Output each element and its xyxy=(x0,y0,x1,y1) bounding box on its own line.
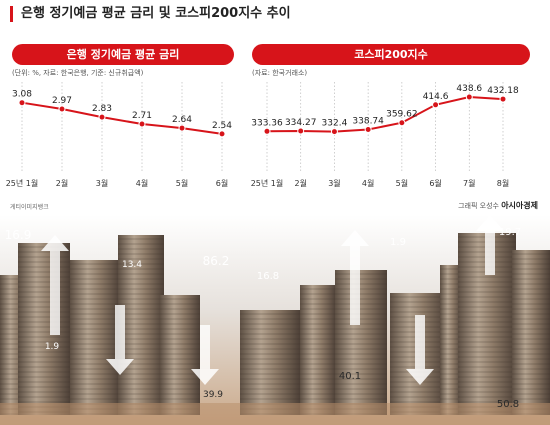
arrow-up-shaft xyxy=(350,246,360,325)
kospi-tick-label: 7월 xyxy=(463,178,475,188)
photo-overlay-number: 16.8 xyxy=(257,271,279,282)
photo-overlay-number: 40.1 xyxy=(339,371,361,382)
deposit-value-label: 2.71 xyxy=(132,111,152,121)
kospi-tick-label: 5월 xyxy=(396,178,408,188)
deposit-data-point xyxy=(218,130,226,138)
arrow-down-icon xyxy=(406,369,434,385)
deposit-data-point xyxy=(18,99,26,107)
arrow-up-icon xyxy=(341,230,369,246)
deposit-value-label: 2.97 xyxy=(52,96,72,106)
deposit-value-label: 2.64 xyxy=(172,115,192,125)
kospi-data-point xyxy=(263,127,271,135)
chart-title-kospi: 코스피200지수 xyxy=(252,44,530,65)
photo-overlay-number: 86.2 xyxy=(203,254,230,268)
deposit-value-label: 2.83 xyxy=(92,104,112,114)
coin-stack-icon xyxy=(440,265,462,415)
deposit-data-point xyxy=(58,105,66,113)
arrow-down-shaft xyxy=(115,305,125,359)
kospi-tick-label: 2월 xyxy=(294,178,306,188)
coin-stack-icon xyxy=(335,270,387,415)
table-surface xyxy=(0,403,550,425)
chart-note-kospi: (자료: 한국거래소) xyxy=(252,69,308,77)
photo-overlay-number: 1.9 xyxy=(390,237,406,248)
arrow-up-icon xyxy=(476,215,504,231)
photo-overlay-number: 50.8 xyxy=(497,399,519,410)
kospi-data-point xyxy=(330,128,338,136)
deposit-value-label: 3.08 xyxy=(12,90,32,100)
deposit-data-point xyxy=(98,113,106,121)
deposit-data-point xyxy=(138,120,146,128)
deposit-tick-label: 5월 xyxy=(176,178,188,188)
coin-stack-photo: 16.9 13.4 86.2 16.8 1.9 19.7 1.9 39.9 40.1 50.8 xyxy=(0,215,550,425)
kospi-value-label: 414.6 xyxy=(423,92,449,102)
arrow-down-icon xyxy=(106,359,134,375)
photo-credit: 게티이미지뱅크 xyxy=(10,204,49,211)
photo-overlay-number: 19.7 xyxy=(499,227,521,238)
coin-stack-icon xyxy=(118,235,164,415)
coin-stack-icon xyxy=(70,260,120,415)
photo-overlay-number: 13.4 xyxy=(122,260,142,270)
kospi-tick-label: 4월 xyxy=(362,178,374,188)
photo-overlay-number: 16.9 xyxy=(5,228,32,242)
graphic-author: 그래픽 오성수 xyxy=(458,202,499,210)
arrow-up-shaft xyxy=(50,251,60,335)
kospi-data-point xyxy=(432,101,440,109)
deposit-tick-label: 4월 xyxy=(136,178,148,188)
arrow-down-shaft xyxy=(415,315,425,369)
deposit-series-line xyxy=(21,101,223,135)
kospi-data-point xyxy=(297,127,305,135)
arrow-down-shaft xyxy=(200,325,210,369)
kospi-value-label: 432.18 xyxy=(487,86,519,96)
deposit-tick-label: 25년 1월 xyxy=(6,178,39,188)
photo-overlay-number: 39.9 xyxy=(203,390,223,400)
page-title: 은행 정기예금 평균 금리 및 코스피200지수 추이 xyxy=(10,6,291,22)
kospi-tick-label: 8월 xyxy=(497,178,509,188)
chart-note-deposit: (단위: %, 자료: 한국은행, 기준: 신규취급액) xyxy=(12,69,144,77)
coin-stack-icon xyxy=(512,250,550,415)
coin-stack-icon xyxy=(160,295,200,415)
kospi-value-label: 333.36 xyxy=(251,118,283,128)
kospi-value-label: 334.27 xyxy=(285,118,317,128)
arrow-up-shaft xyxy=(485,231,495,275)
kospi-data-point xyxy=(398,119,406,127)
photo-overlay-number: 1.9 xyxy=(45,342,60,352)
line-charts: 3.08 25년 1월 2.97 2월 2.83 3월 2.71 4월 2.64 5월 2.54 6월… xyxy=(6,82,519,188)
deposit-value-label: 2.54 xyxy=(212,121,232,131)
arrow-up-icon xyxy=(41,235,69,251)
kospi200-chart: 333.36 25년 1월 334.27 2월 332.4 3월 338.74 4월 359.6… xyxy=(251,82,519,188)
deposit-rate-chart: 3.08 25년 1월 2.97 2월 2.83 3월 2.71 4월 2.64 5월 2.54 6월 xyxy=(6,82,232,188)
kospi-value-label: 338.74 xyxy=(352,117,384,127)
kospi-value-label: 438.6 xyxy=(456,84,482,94)
kospi-series-line xyxy=(266,95,504,133)
deposit-tick-label: 3월 xyxy=(96,178,108,188)
publisher-logo: 아시아경제 xyxy=(501,201,538,210)
coin-stack-icon xyxy=(240,310,300,415)
coin-stack-icon xyxy=(300,285,336,415)
deposit-tick-label: 6월 xyxy=(216,178,228,188)
coin-stack-icon xyxy=(18,243,70,415)
kospi-tick-label: 3월 xyxy=(328,178,340,188)
kospi-value-label: 332.4 xyxy=(322,119,348,129)
kospi-data-point xyxy=(364,126,372,134)
graphic-credit: 그래픽 오성수 아시아경제 xyxy=(458,200,538,211)
chart-title-deposit: 은행 정기예금 평균 금리 xyxy=(12,44,234,65)
kospi-data-point xyxy=(465,93,473,101)
kospi-tick-label: 6월 xyxy=(429,178,441,188)
kospi-data-point xyxy=(499,95,507,103)
deposit-data-point xyxy=(178,124,186,132)
arrow-down-icon xyxy=(191,369,219,385)
kospi-value-label: 359.62 xyxy=(386,110,418,120)
kospi-tick-label: 25년 1월 xyxy=(251,178,284,188)
deposit-tick-label: 2월 xyxy=(56,178,68,188)
